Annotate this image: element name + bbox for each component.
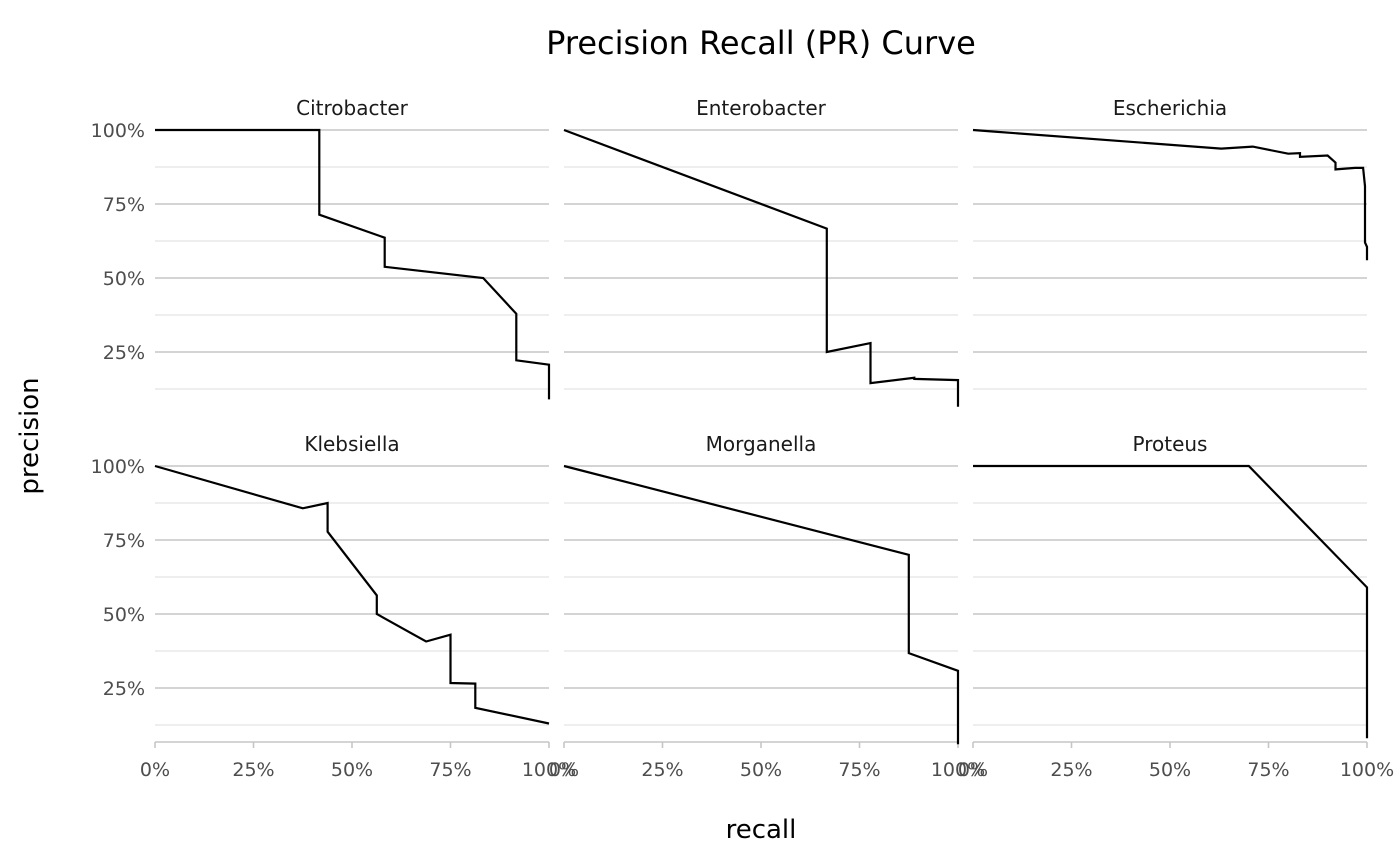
x-tick-label: 75%	[1247, 759, 1289, 781]
x-tick-label: 100%	[931, 759, 985, 781]
pr-curve-line	[973, 464, 1369, 739]
facet-label: Enterobacter	[696, 96, 827, 120]
y-tick-label: 75%	[103, 530, 145, 552]
panel-escherichia: Escherichia	[972, 96, 1369, 390]
pr-curve-line	[563, 464, 960, 745]
x-tick-label: 50%	[1149, 759, 1191, 781]
panel-morganella: Morganella 0% 25% 50% 75% 100%	[549, 432, 985, 781]
x-tick-label: 25%	[232, 759, 274, 781]
x-tick-label: 0%	[140, 759, 170, 781]
x-tick-label: 0%	[549, 759, 579, 781]
facet-label: Escherichia	[1113, 96, 1227, 120]
x-tick-label: 75%	[429, 759, 471, 781]
x-tick-label: 100%	[1340, 759, 1394, 781]
y-tick-label: 50%	[103, 268, 145, 290]
x-tick-label: 25%	[641, 759, 683, 781]
facet-label: Morganella	[706, 432, 817, 456]
facet-panels: Citrobacter 25% 50% 75% 100% Enterobacter Esch…	[91, 96, 1394, 781]
pr-curve-line	[563, 128, 960, 407]
y-tick-label: 25%	[103, 678, 145, 700]
pr-curve-line	[154, 464, 550, 725]
x-axis-title: recall	[726, 815, 797, 845]
panel-enterobacter: Enterobacter	[563, 96, 960, 407]
panel-proteus: Proteus 0% 25% 50% 75% 100%	[958, 432, 1394, 781]
x-tick-label: 0%	[958, 759, 988, 781]
y-tick-label: 100%	[91, 456, 145, 478]
facet-label: Proteus	[1133, 432, 1208, 456]
pr-curve-line	[972, 128, 1369, 261]
y-tick-label: 25%	[103, 342, 145, 364]
facet-label: Klebsiella	[304, 432, 399, 456]
y-axis-title: precision	[15, 377, 45, 494]
panel-citrobacter: Citrobacter 25% 50% 75% 100%	[91, 96, 551, 400]
pr-curve-line	[155, 128, 551, 400]
x-tick-label: 50%	[740, 759, 782, 781]
facet-label: Citrobacter	[296, 96, 408, 120]
x-tick-label: 25%	[1050, 759, 1092, 781]
x-tick-label: 100%	[522, 759, 576, 781]
y-tick-label: 75%	[103, 194, 145, 216]
y-tick-label: 100%	[91, 120, 145, 142]
y-tick-label: 50%	[103, 604, 145, 626]
x-tick-label: 50%	[331, 759, 373, 781]
chart-title: Precision Recall (PR) Curve	[546, 24, 976, 62]
x-tick-label: 75%	[838, 759, 880, 781]
